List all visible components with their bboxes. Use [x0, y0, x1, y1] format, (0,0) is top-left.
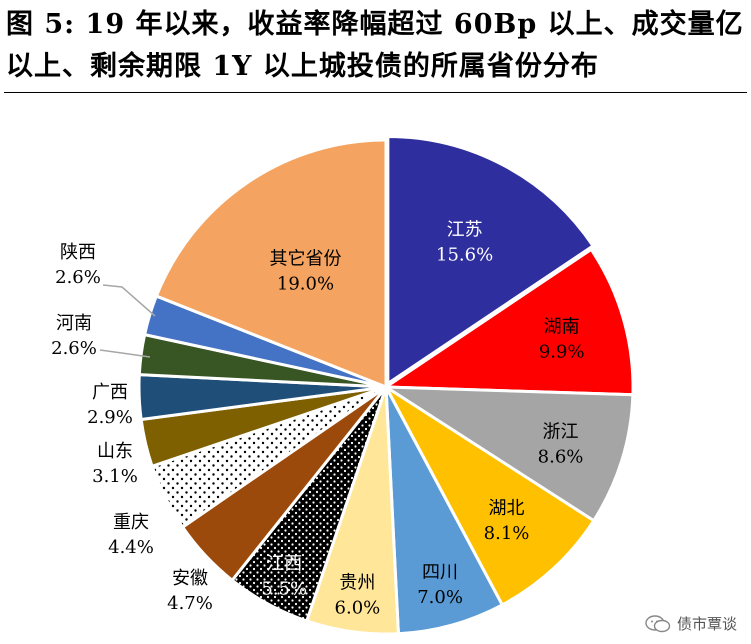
- slice-name-label-2: 浙江: [543, 421, 579, 442]
- slice-name-label-0: 江苏: [447, 220, 483, 241]
- pie-slice-2: [380, 385, 635, 523]
- slice-value-label-4: 7.0%: [417, 587, 463, 608]
- slice-value-label-6: 5.5%: [261, 578, 307, 599]
- slice-value-label-3: 8.1%: [484, 523, 530, 544]
- slice-name-label-3: 湖北: [489, 498, 525, 519]
- slice-name-label-5: 贵州: [339, 573, 375, 594]
- watermark: 债市覃谈: [645, 613, 737, 634]
- slice-name-label-1: 湖南: [544, 317, 580, 338]
- title-divider: [4, 92, 747, 93]
- slice-value-label-11: 2.6%: [51, 338, 97, 359]
- slice-value-label-12: 2.6%: [55, 267, 101, 288]
- slice-name-label-7: 安徽: [172, 568, 208, 589]
- leader-line-12: [102, 284, 156, 317]
- slice-value-label-2: 8.6%: [538, 446, 584, 467]
- pie-slice-1: [381, 247, 635, 397]
- slice-value-label-0: 15.6%: [436, 245, 493, 266]
- slice-value-label-9: 3.1%: [92, 466, 138, 487]
- slice-name-label-9: 山东: [97, 441, 133, 462]
- slice-name-label-4: 四川: [422, 562, 458, 583]
- pie-slice-13: [154, 138, 388, 390]
- slice-value-label-7: 4.7%: [167, 593, 213, 614]
- watermark-text: 债市覃谈: [676, 615, 737, 633]
- slice-name-label-10: 广西: [92, 382, 128, 403]
- pie-slice-4: [384, 386, 505, 636]
- leader-line-11: [99, 349, 151, 358]
- slice-name-label-12: 陕西: [60, 242, 96, 263]
- pie-slice-0: [386, 134, 596, 387]
- slice-value-label-8: 4.4%: [108, 537, 154, 558]
- pie-slice-3: [381, 382, 596, 607]
- slice-value-label-10: 2.9%: [87, 407, 133, 428]
- slice-name-label-8: 重庆: [113, 512, 149, 533]
- figure-title: 图 5: 19 年以来，收益率降幅超过 60Bp 以上、成交量亿以上、剩余期限 …: [6, 9, 744, 82]
- slice-name-label-13: 其它省份: [269, 249, 341, 270]
- slice-name-label-6: 江西: [266, 553, 302, 574]
- slice-value-label-5: 6.0%: [335, 598, 381, 619]
- slice-name-label-11: 河南: [56, 313, 92, 334]
- slice-value-label-1: 9.9%: [539, 342, 585, 363]
- slice-value-label-13: 19.0%: [277, 274, 334, 295]
- wechat-icon: [645, 614, 671, 632]
